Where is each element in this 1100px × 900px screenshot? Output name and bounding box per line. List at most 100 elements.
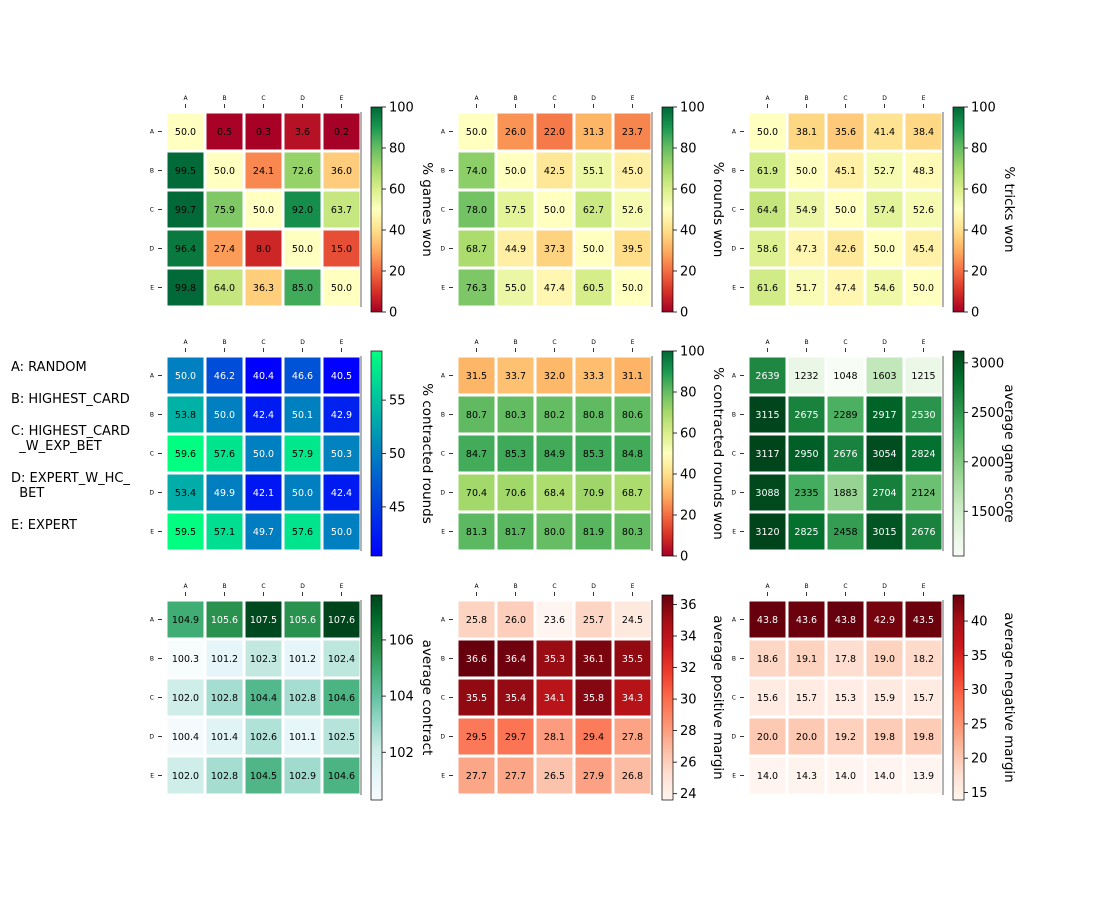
heatmap-cell <box>284 113 321 150</box>
heatmap-cell <box>614 640 651 677</box>
colorbar <box>952 350 965 557</box>
heatmap-cell <box>458 718 495 755</box>
cell-value-label: 2289 <box>833 410 857 421</box>
row-tick-label: C <box>441 207 445 214</box>
cell-value-label: 23.7 <box>622 127 643 138</box>
heatmap-cell <box>245 601 282 638</box>
heatmap-cell <box>458 152 495 189</box>
cell-value-label: 81.7 <box>505 527 526 538</box>
heatmap-cell <box>614 357 651 394</box>
heatmap-cell <box>497 640 534 677</box>
heatmap-cell <box>497 230 534 267</box>
cell-value-label: 14.0 <box>757 771 778 782</box>
heatmap-cell <box>167 191 204 228</box>
cell-value-label: 45.4 <box>913 244 934 255</box>
heatmap-cell <box>206 113 243 150</box>
column-tick-label: C <box>261 583 265 590</box>
heatmap-panel-2: A B C D E A B C D E 50.0 26.0 22.0 31.3 23.7 74.0 50.0 42… <box>440 95 726 321</box>
heatmap-cell <box>827 269 864 306</box>
cell-value-label: 57.5 <box>505 205 526 216</box>
colorbar-tick-label: 26 <box>680 756 697 771</box>
cell-value-label: 101.2 <box>289 654 316 665</box>
cell-value-label: 44.9 <box>505 244 526 255</box>
heatmap-cell <box>458 474 495 511</box>
colorbar-tick-label: 0 <box>389 306 397 321</box>
heatmap-cell <box>788 152 825 189</box>
heatmap-cell <box>749 718 786 755</box>
colorbar-tick-label: 2000 <box>971 455 1004 470</box>
cell-value-label: 81.9 <box>583 527 604 538</box>
heatmap-cell <box>206 435 243 472</box>
colorbar-tick-label: 100 <box>389 101 414 116</box>
column-tick-label: D <box>300 339 305 346</box>
heatmap-cell <box>323 435 360 472</box>
heatmap-cell <box>284 601 321 638</box>
cell-value-label: 48.3 <box>913 166 934 177</box>
heatmap-panel-6: A B C D E A B C D E 2639 1232 1048 1603 1215 3115 2675 22… <box>731 339 1017 557</box>
cell-value-label: 49.9 <box>214 488 235 499</box>
cell-value-label: 57.4 <box>874 205 895 216</box>
cell-value-label: 31.5 <box>466 371 487 382</box>
cell-value-label: 75.9 <box>214 205 235 216</box>
colorbar-tick-label: 40 <box>971 615 988 630</box>
cell-value-label: 49.7 <box>253 527 274 538</box>
row-tick-label: A <box>150 373 155 380</box>
heatmap-cell <box>206 152 243 189</box>
heatmap-cell <box>749 113 786 150</box>
heatmap-cell <box>284 435 321 472</box>
heatmap-cell <box>167 152 204 189</box>
row-tick-label: A <box>732 617 737 624</box>
cell-value-label: 32.0 <box>544 371 565 382</box>
cell-value-label: 35.5 <box>466 693 487 704</box>
row-tick-label: D <box>149 734 154 741</box>
heatmap-panel-1: A B C D E A B C D E 50.0 0.5 0.3 3.6 0.2 99.5 50.0 24.1 72… <box>149 95 435 321</box>
colorbar-tick-label: 20 <box>971 265 988 280</box>
colorbar-tick-label: 60 <box>680 427 697 442</box>
heatmap-cell <box>866 474 903 511</box>
heatmap-cell <box>245 679 282 716</box>
cell-value-label: 50.0 <box>253 205 274 216</box>
heatmap-cell <box>905 601 942 638</box>
cell-value-label: 59.5 <box>175 527 196 538</box>
cell-value-label: 25.7 <box>583 615 604 626</box>
colorbar-tick-label: 3000 <box>971 356 1004 371</box>
cell-value-label: 50.0 <box>757 127 778 138</box>
cell-value-label: 60.5 <box>583 283 604 294</box>
cell-value-label: 54.9 <box>796 205 817 216</box>
row-tick-label: A <box>150 617 155 624</box>
cell-value-label: 84.9 <box>544 449 565 460</box>
heatmap-cell <box>788 513 825 550</box>
colorbar-label: % games won <box>419 162 435 257</box>
cell-value-label: 68.4 <box>544 488 565 499</box>
heatmap-cell <box>245 435 282 472</box>
colorbar-label: % contracted rounds won <box>710 367 726 540</box>
cell-value-label: 19.8 <box>874 732 895 743</box>
heatmap-cell <box>788 269 825 306</box>
cell-value-label: 36.6 <box>466 654 487 665</box>
cell-value-label: 24.1 <box>253 166 274 177</box>
cell-value-label: 64.4 <box>757 205 778 216</box>
row-tick-label: C <box>441 695 445 702</box>
cell-value-label: 2676 <box>911 527 935 538</box>
cell-value-label: 61.9 <box>757 166 778 177</box>
colorbar-label: % contracted rounds <box>419 383 435 524</box>
heatmap-cell <box>614 152 651 189</box>
heatmap-cell <box>284 269 321 306</box>
heatmap-cell <box>323 152 360 189</box>
column-tick-label: B <box>804 583 808 590</box>
heatmap-cell <box>458 396 495 433</box>
cell-value-label: 50.0 <box>175 371 196 382</box>
cell-value-label: 27.9 <box>583 771 604 782</box>
cell-value-label: 2639 <box>755 371 779 382</box>
colorbar <box>952 594 965 801</box>
heatmap-cell <box>206 357 243 394</box>
cell-value-label: 2704 <box>872 488 896 499</box>
heatmap-cell <box>497 474 534 511</box>
heatmap-cell <box>575 396 612 433</box>
cell-value-label: 58.6 <box>757 244 778 255</box>
heatmap-cell <box>323 718 360 755</box>
heatmap-cell <box>866 601 903 638</box>
heatmap-cell <box>458 679 495 716</box>
cell-value-label: 102.4 <box>328 654 355 665</box>
colorbar <box>661 350 674 557</box>
